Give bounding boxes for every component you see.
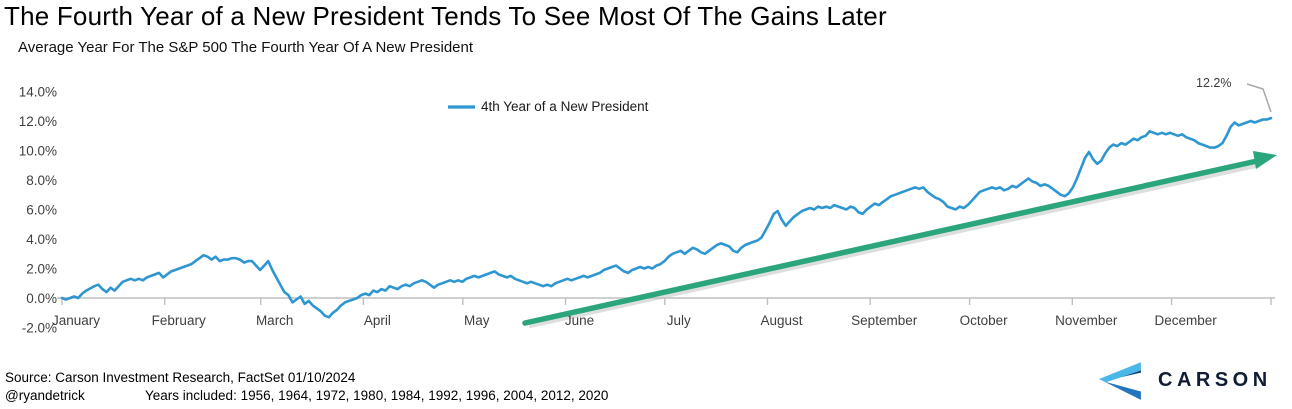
carson-logo: CARSON: [1097, 360, 1272, 400]
x-axis-month-label: July: [667, 313, 691, 328]
twitter-handle: @ryandetrick: [5, 388, 85, 403]
y-axis-tick-label: 2.0%: [26, 261, 57, 276]
logo-top-arm: [1099, 362, 1141, 383]
x-axis-month-label: February: [152, 313, 206, 328]
x-axis-month-label: December: [1154, 313, 1217, 328]
x-axis-month-label: November: [1055, 313, 1118, 328]
annotation-final-value: 12.2%: [1196, 76, 1232, 90]
x-axis-month-label: September: [851, 313, 918, 328]
x-axis-month-label: March: [256, 313, 294, 328]
y-axis-tick-label: 4.0%: [26, 232, 57, 247]
y-axis-tick-label: -2.0%: [22, 320, 57, 335]
x-axis-month-label: October: [960, 313, 1009, 328]
y-axis-tick-label: 12.0%: [19, 114, 57, 129]
trend-arrow: [522, 158, 1260, 326]
carson-logo-text: CARSON: [1158, 368, 1272, 391]
x-axis-month-label: April: [364, 313, 391, 328]
chart-subtitle: Average Year For The S&P 500 The Fourth …: [18, 39, 474, 56]
y-axis-tick-label: 6.0%: [26, 202, 57, 217]
x-axis-month-label: June: [565, 313, 594, 328]
x-axis-month-label: May: [464, 313, 490, 328]
x-axis-month-label: August: [760, 313, 802, 328]
trend-arrow-head: [1253, 151, 1277, 169]
source-text: Source: Carson Investment Research, Fact…: [5, 370, 356, 385]
x-axis-month-label: January: [52, 313, 100, 328]
y-axis-tick-label: 14.0%: [19, 84, 57, 99]
legend-label: 4th Year of a New President: [481, 99, 649, 114]
chart-title: The Fourth Year of a New President Tends…: [4, 1, 887, 31]
carson-logo-icon: [1099, 362, 1141, 400]
y-axis-tick-label: 10.0%: [19, 143, 57, 158]
trend-arrow-shadow: [528, 162, 1260, 329]
series-line: [60, 116, 1273, 319]
logo-bottom-arm: [1099, 378, 1141, 400]
years-included-text: Years included: 1956, 1964, 1972, 1980, …: [145, 388, 609, 403]
annotation-callout: [1246, 83, 1272, 113]
y-axis-tick-label: 8.0%: [26, 173, 57, 188]
y-axis-tick-label: 0.0%: [26, 291, 57, 306]
